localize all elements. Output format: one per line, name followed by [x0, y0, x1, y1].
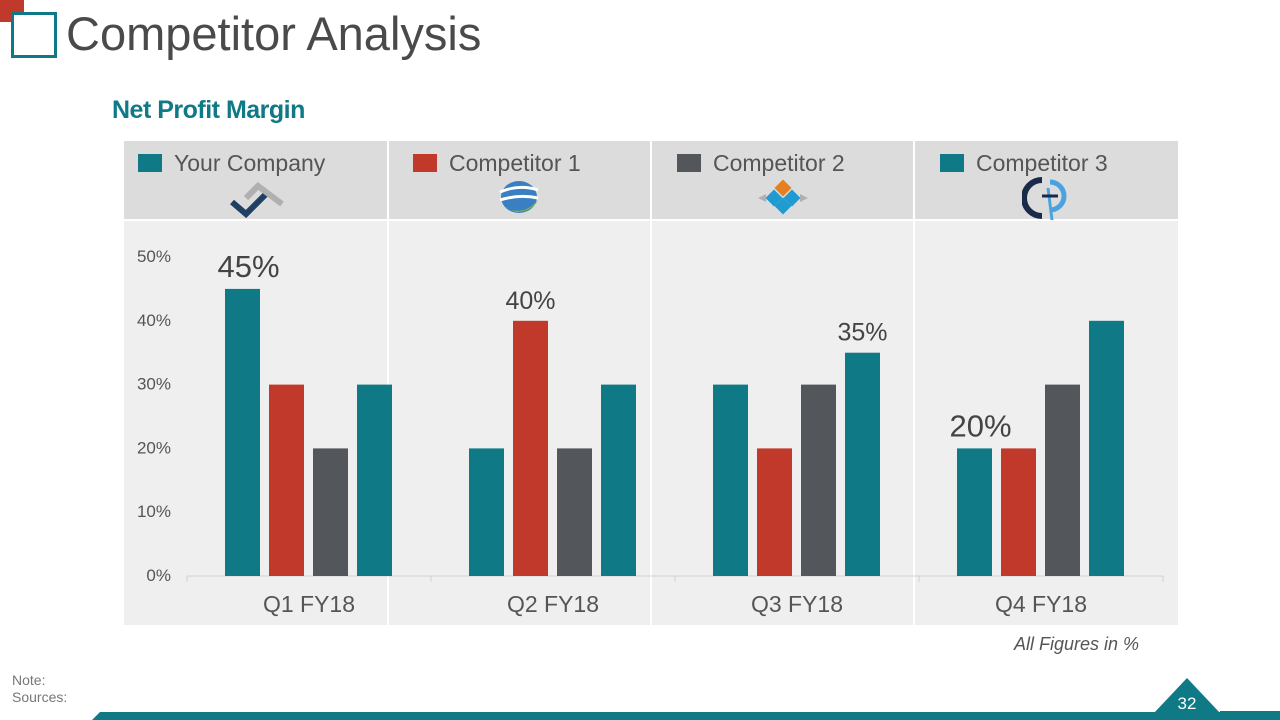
x-category-label: Q1 FY18 — [263, 591, 355, 617]
data-label: 45% — [217, 249, 279, 284]
legend-swatch — [940, 154, 964, 172]
y-tick-label: 10% — [137, 502, 171, 521]
legend-swatch — [413, 154, 437, 172]
page-title: Competitor Analysis — [66, 7, 482, 60]
bar — [601, 384, 636, 576]
competitor-2-logo-icon — [758, 179, 808, 215]
page-number: 32 — [1177, 694, 1197, 713]
bar — [1001, 448, 1036, 576]
competitor-1-logo-icon — [499, 181, 539, 213]
bar — [1045, 384, 1080, 576]
column-divider — [913, 141, 915, 625]
legend-swatch — [677, 154, 701, 172]
legend-item-your-company: Your Company — [138, 149, 326, 176]
column-divider — [387, 141, 389, 625]
x-category-label: Q3 FY18 — [751, 591, 843, 617]
bar — [513, 320, 548, 576]
figures-note: All Figures in % — [1014, 634, 1140, 654]
bar — [801, 384, 836, 576]
bar — [225, 288, 260, 576]
bar — [1089, 320, 1124, 576]
data-label: 20% — [949, 408, 1011, 443]
your-company-logo-icon — [230, 182, 284, 218]
title-box-icon — [11, 12, 57, 58]
x-category-label: Q4 FY18 — [995, 591, 1087, 617]
y-tick-label: 20% — [137, 438, 171, 457]
column-divider — [650, 141, 652, 625]
bar — [713, 384, 748, 576]
bar — [757, 448, 792, 576]
bar — [557, 448, 592, 576]
data-label: 35% — [837, 319, 887, 347]
chart-subtitle: Net Profit Margin — [112, 96, 305, 124]
y-tick-label: 0% — [146, 566, 171, 585]
legend-item-competitor-1: Competitor 1 — [413, 149, 581, 176]
competitor-3-logo-icon — [1022, 177, 1067, 221]
bar — [269, 384, 304, 576]
legend-label: Competitor 2 — [713, 149, 845, 176]
bar — [313, 448, 348, 576]
note-label: Note: — [12, 672, 46, 688]
bar — [957, 448, 992, 576]
legend-label: Your Company — [174, 149, 326, 176]
legend-item-competitor-3: Competitor 3 — [940, 149, 1108, 176]
bar — [845, 352, 880, 576]
sources-label: Sources: — [12, 689, 68, 705]
y-tick-label: 50% — [137, 247, 171, 266]
x-category-label: Q2 FY18 — [507, 591, 599, 617]
y-tick-label: 40% — [137, 311, 171, 330]
y-tick-label: 30% — [137, 375, 171, 394]
bar — [469, 448, 504, 576]
bar — [357, 384, 392, 576]
legend-label: Competitor 3 — [976, 149, 1108, 176]
data-label: 40% — [505, 287, 555, 315]
legend-item-competitor-2: Competitor 2 — [677, 149, 845, 176]
legend-swatch — [138, 154, 162, 172]
legend-label: Competitor 1 — [449, 149, 581, 176]
